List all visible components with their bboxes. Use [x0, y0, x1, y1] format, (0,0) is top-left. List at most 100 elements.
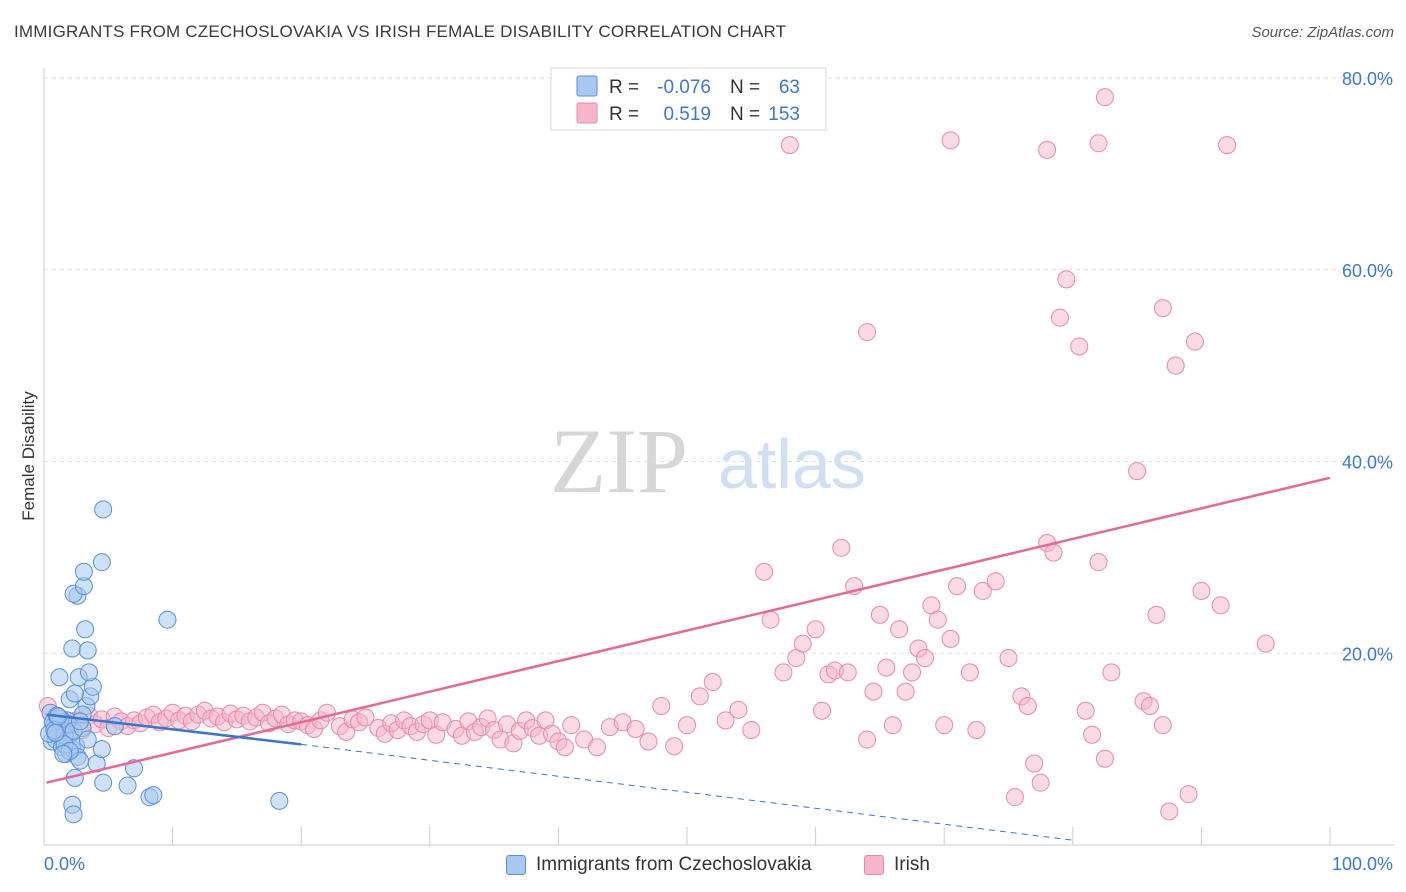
irish-point: [948, 577, 967, 596]
irish-point: [806, 620, 825, 639]
irish-point: [793, 634, 812, 653]
czech-point: [144, 786, 163, 805]
y-tick-label: 60.0%: [1342, 261, 1393, 281]
irish-point: [761, 610, 780, 629]
irish-point: [1095, 88, 1114, 107]
irish-point: [838, 663, 857, 682]
irish-point: [864, 682, 883, 701]
irish-point: [896, 682, 915, 701]
irish-point: [1185, 332, 1204, 351]
irish-point: [1005, 788, 1024, 807]
irish-point: [915, 649, 934, 668]
irish-point: [1211, 596, 1230, 615]
irish-point: [1089, 553, 1108, 572]
irish-point: [1192, 581, 1211, 600]
czech-point: [94, 500, 113, 519]
x-tick-label-min: 0.0%: [44, 854, 85, 874]
watermark-zip: ZIP: [550, 410, 688, 512]
y-tick-label: 20.0%: [1342, 644, 1393, 664]
czech-trend-extension: [301, 743, 1073, 841]
czech-point: [94, 773, 113, 792]
irish-point: [1050, 308, 1069, 327]
irish-point: [1031, 773, 1050, 792]
irish-point: [716, 711, 735, 730]
legend-n-label-irish: N =: [730, 104, 760, 125]
irish-point: [941, 629, 960, 648]
legend-swatch-irish: [576, 102, 598, 124]
irish-point: [1147, 605, 1166, 624]
x-tick-marks: [43, 827, 1331, 845]
bottom-legend-label-irish: Irish: [894, 854, 930, 875]
czech-point: [105, 717, 124, 736]
irish-point: [973, 581, 992, 600]
czech-points: [40, 500, 289, 824]
trend-lines: [46, 476, 1331, 841]
irish-point: [639, 732, 658, 751]
czech-point: [50, 668, 69, 687]
irish-point: [1166, 356, 1185, 375]
czech-trend-line: [46, 713, 302, 746]
y-tick-label: 80.0%: [1342, 69, 1393, 89]
x-tick-label-max: 100.0%: [1332, 854, 1393, 874]
bottom-legend-swatch-irish: [864, 855, 884, 875]
irish-point: [1038, 140, 1057, 159]
irish-point: [858, 730, 877, 749]
czech-point: [158, 610, 177, 629]
irish-point: [1179, 785, 1198, 804]
irish-point: [928, 610, 947, 629]
irish-point: [1256, 634, 1275, 653]
irish-point: [1076, 701, 1095, 720]
irish-point: [1089, 134, 1108, 153]
irish-point: [1083, 725, 1102, 744]
irish-point: [652, 696, 671, 715]
irish-point: [986, 572, 1005, 591]
czech-point: [92, 553, 111, 572]
irish-point: [780, 136, 799, 155]
czech-point: [65, 684, 84, 703]
legend-r-value-czech: -0.076: [657, 77, 711, 98]
czech-point: [78, 730, 97, 749]
irish-point: [1018, 696, 1037, 715]
irish-point: [626, 719, 645, 738]
irish-point: [935, 716, 954, 735]
y-tick-label: 40.0%: [1342, 453, 1393, 473]
legend-n-value-czech: 63: [779, 77, 800, 98]
bottom-legend-czech: Immigrants from Czechoslovakia: [506, 851, 812, 879]
czech-point: [74, 562, 93, 581]
irish-point: [1140, 696, 1159, 715]
y-tick-labels: 20.0% 40.0% 60.0% 80.0%: [1342, 69, 1393, 664]
correlation-legend: R = -0.076 N = 63 R = 0.519 N = 153: [550, 67, 827, 131]
chart-title: IMMIGRANTS FROM CZECHOSLOVAKIA VS IRISH …: [14, 22, 787, 41]
irish-point: [883, 716, 902, 735]
irish-point: [832, 538, 851, 557]
irish-point: [1128, 462, 1147, 481]
czech-point: [76, 620, 95, 639]
irish-point: [1218, 136, 1237, 155]
chart-source: Source: ZipAtlas.com: [1251, 24, 1394, 41]
irish-point: [1095, 749, 1114, 768]
irish-point: [1153, 716, 1172, 735]
irish-point: [587, 738, 606, 757]
gridlines: [44, 77, 1394, 654]
irish-point: [562, 716, 581, 735]
irish-point: [903, 663, 922, 682]
irish-point: [858, 323, 877, 342]
legend-swatch-czech: [576, 75, 598, 97]
irish-point: [356, 708, 375, 727]
czech-point: [54, 744, 73, 763]
bottom-legend-irish: Irish: [864, 851, 930, 879]
irish-point: [1025, 754, 1044, 773]
irish-point: [1070, 337, 1089, 356]
legend-r-value-irish: 0.519: [663, 104, 711, 125]
czech-point: [80, 663, 99, 682]
czech-point: [64, 805, 83, 824]
irish-point: [1160, 802, 1179, 821]
czech-point: [78, 641, 97, 660]
irish-point: [999, 649, 1018, 668]
irish-point: [1057, 270, 1076, 289]
irish-point: [1153, 299, 1172, 318]
x-tick-labels: 0.0% 100.0%: [44, 854, 1393, 874]
irish-point: [678, 716, 696, 735]
irish-point: [877, 658, 896, 677]
